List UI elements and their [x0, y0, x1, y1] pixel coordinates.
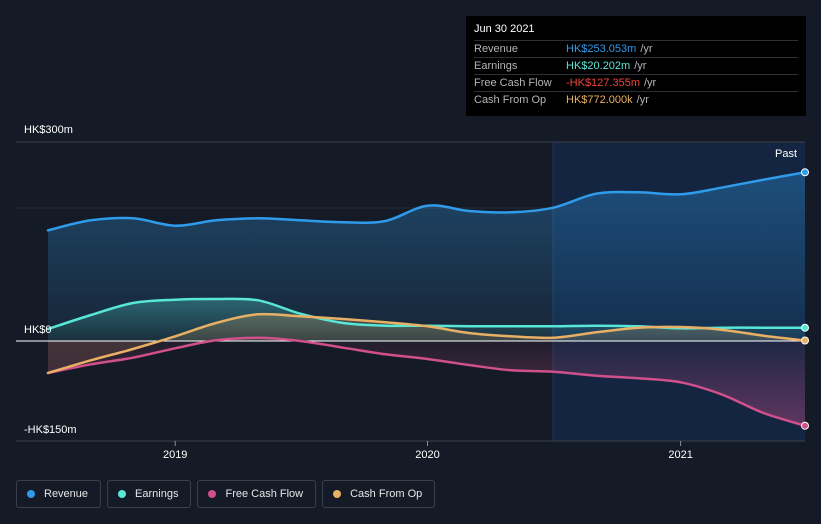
cash-from-op-area [48, 314, 805, 373]
tooltip-label: Revenue [474, 43, 519, 55]
earnings-dot-icon [118, 490, 127, 498]
tooltip-unit: /yr [636, 94, 649, 106]
x-tick-label: 2021 [668, 449, 692, 461]
past-label: Past [775, 148, 797, 160]
series-end-markers [801, 168, 809, 430]
legend-label: Revenue [44, 488, 89, 500]
cash-from-op-end-point [801, 336, 809, 345]
tooltip-label: Cash From Op [474, 94, 547, 106]
revenue-dot-icon [27, 490, 35, 498]
legend-item-earnings[interactable]: Earnings [107, 480, 192, 508]
tooltip-value: HK$253.053m [566, 43, 637, 55]
free-cash-flow-area [48, 337, 805, 426]
tooltip: Jun 30 2021 Revenue HK$253.053m /yr Earn… [466, 16, 806, 116]
cash-from-op-line [46, 312, 807, 375]
tooltip-value: -HK$127.355m [566, 77, 640, 89]
tooltip-value: HK$20.202m [566, 60, 631, 72]
legend-item-cash-from-op[interactable]: Cash From Op [322, 480, 436, 508]
tooltip-label: Free Cash Flow [474, 77, 552, 89]
legend-item-free-cash-flow[interactable]: Free Cash Flow [197, 480, 317, 508]
earnings-end-point [801, 323, 809, 332]
free-cash-flow-end-point [801, 421, 809, 430]
x-tick-label: 2019 [163, 449, 187, 461]
free-cash-flow-line [46, 336, 807, 427]
y-axis-bottom-label: -HK$150m [24, 424, 77, 436]
tooltip-unit: /yr [644, 77, 657, 89]
tooltip-row-cash-from-op: Cash From Op HK$772.000k /yr [474, 91, 798, 108]
tooltip-unit: /yr [640, 43, 653, 55]
legend-label: Earnings [135, 488, 179, 500]
series-lines [46, 171, 807, 427]
legend: Revenue Earnings Free Cash Flow Cash Fro… [16, 480, 436, 508]
legend-label: Cash From Op [350, 488, 423, 500]
free-cash-flow-dot-icon [208, 490, 217, 498]
y-axis-top-label: HK$300m [24, 124, 73, 136]
tooltip-date: Jun 30 2021 [474, 23, 535, 35]
tooltip-row-revenue: Revenue HK$253.053m /yr [474, 40, 798, 57]
tooltip-row-free-cash-flow: Free Cash Flow -HK$127.355m /yr [474, 74, 798, 91]
tooltip-label: Earnings [474, 60, 518, 72]
tooltip-value: HK$772.000k [566, 94, 633, 106]
legend-label: Free Cash Flow [225, 488, 304, 500]
revenue-end-point [801, 168, 809, 177]
y-axis-zero-label: HK$0 [24, 324, 52, 336]
tooltip-unit: /yr [634, 60, 647, 72]
x-tick-label: 2020 [415, 449, 439, 461]
x-axis-ticks: 2019 2020 2021 [163, 441, 693, 461]
tooltip-row-earnings: Earnings HK$20.202m /yr [474, 57, 798, 74]
legend-item-revenue[interactable]: Revenue [16, 480, 102, 508]
cash-from-op-dot-icon [333, 490, 342, 498]
revenue-line [46, 171, 807, 232]
